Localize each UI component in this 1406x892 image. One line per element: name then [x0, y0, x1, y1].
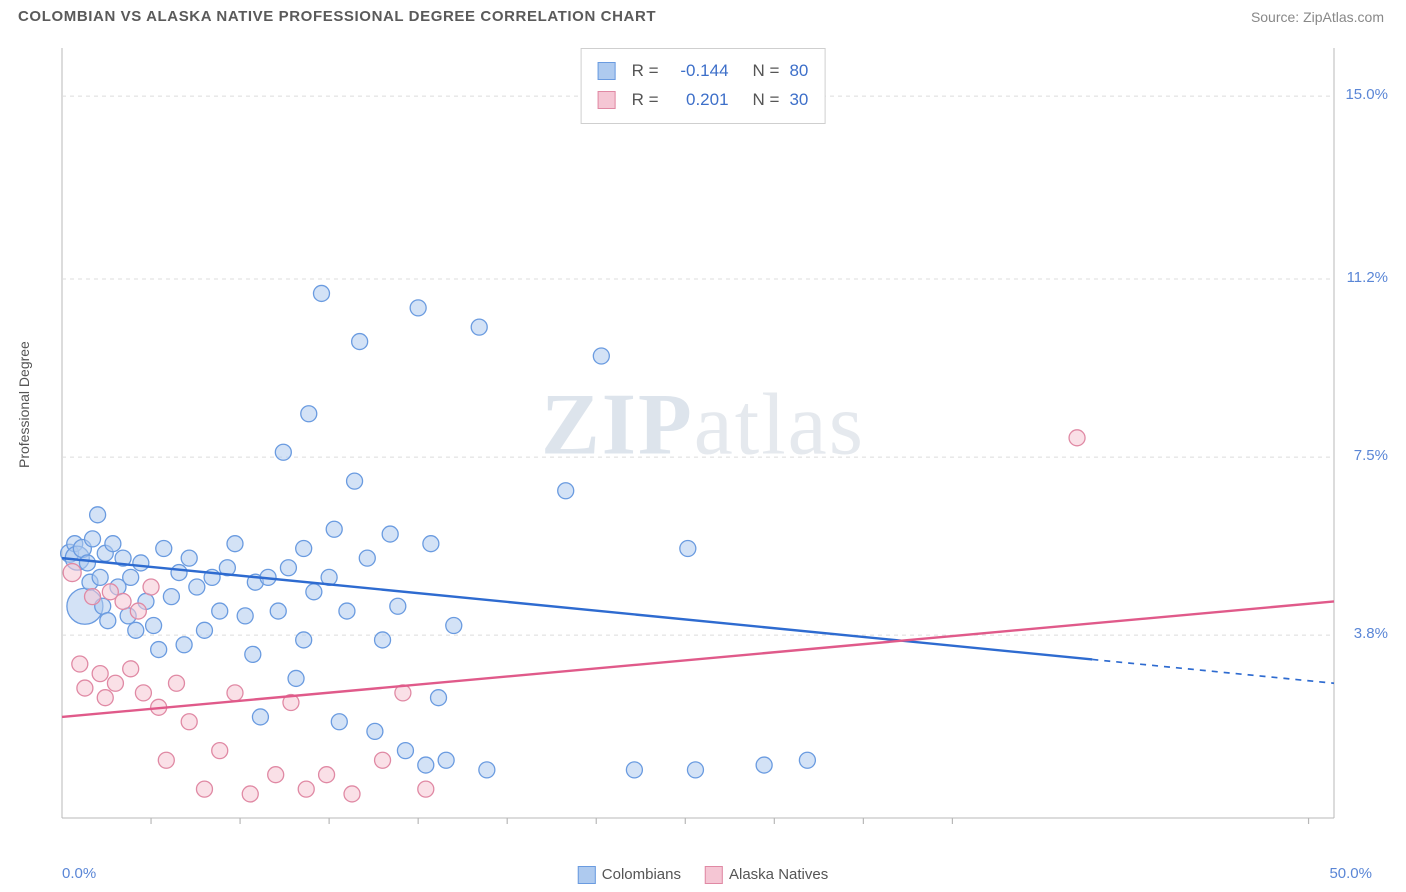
chart-title: COLOMBIAN VS ALASKA NATIVE PROFESSIONAL … [18, 8, 656, 25]
source-attribution: Source: ZipAtlas.com [1251, 9, 1384, 25]
legend-item: Colombians [578, 866, 681, 884]
legend-item: Alaska Natives [705, 866, 828, 884]
y-tick-label: 15.0% [1345, 86, 1388, 103]
y-axis-label: Professional Degree [16, 341, 32, 468]
correlation-legend: R =-0.144N =80R = 0.201N =30 [581, 48, 826, 124]
chart-area: Professional Degree ZIPatlas R =-0.144N … [18, 48, 1388, 886]
x-axis-min-label: 0.0% [62, 865, 96, 882]
legend-row: R =-0.144N =80 [598, 57, 809, 86]
y-tick-label: 11.2% [1347, 269, 1388, 286]
source-link[interactable]: ZipAtlas.com [1303, 9, 1384, 25]
x-axis-max-label: 50.0% [1329, 865, 1372, 882]
y-tick-label: 7.5% [1354, 447, 1388, 464]
series-legend: Colombians Alaska Natives [578, 866, 828, 884]
legend-row: R = 0.201N =30 [598, 86, 809, 115]
y-tick-label: 3.8% [1354, 625, 1388, 642]
scatter-chart [18, 48, 1388, 860]
